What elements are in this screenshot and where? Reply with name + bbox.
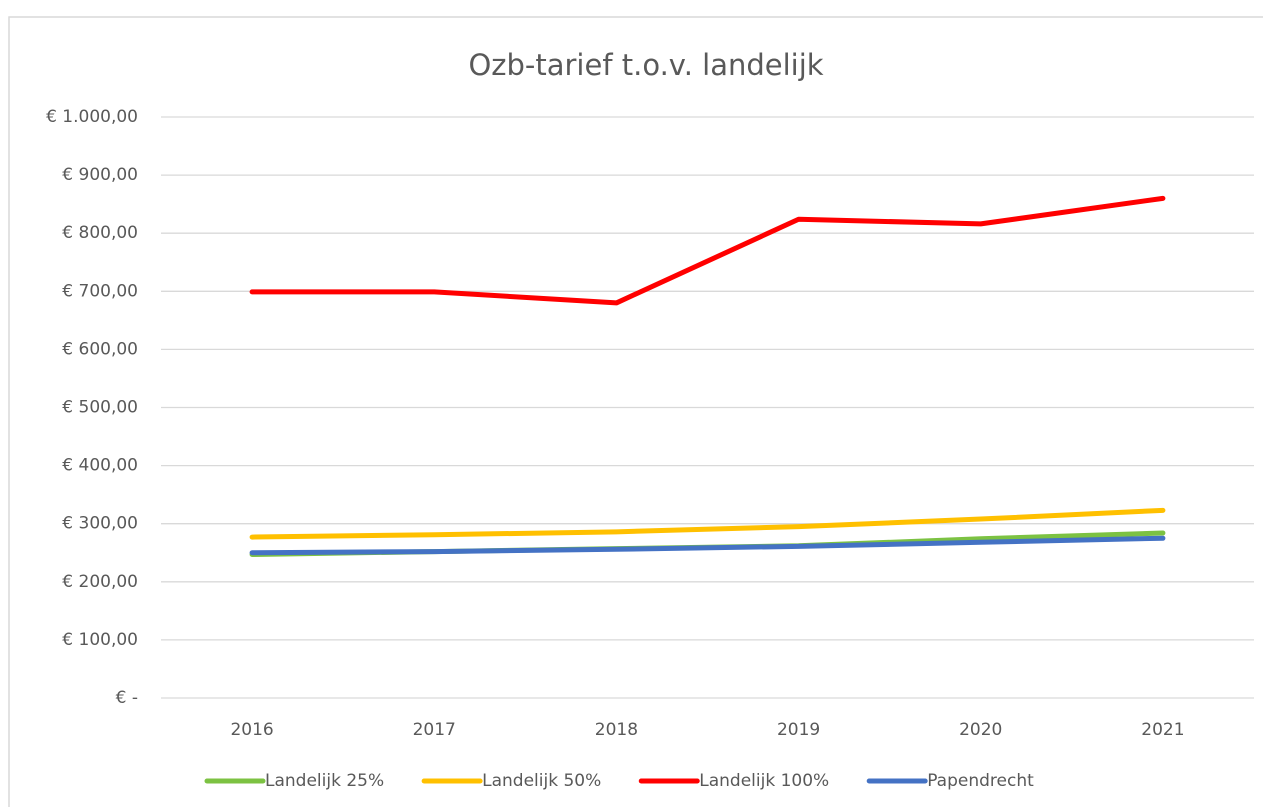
- y-tick-label: € 400,00: [62, 456, 138, 476]
- chart-title: Ozb-tarief t.o.v. landelijk: [468, 48, 823, 82]
- x-tick-label: 2019: [777, 720, 820, 740]
- legend-label: Landelijk 50%: [482, 771, 601, 791]
- y-tick-label: € 200,00: [62, 572, 138, 592]
- y-tick-label: € 700,00: [62, 281, 138, 301]
- y-tick-label: € 800,00: [62, 223, 138, 243]
- series-line: [249, 535, 1166, 556]
- chart-border: [8, 16, 1263, 807]
- x-tick-label: 2018: [595, 720, 638, 740]
- y-tick-label: € 600,00: [62, 339, 138, 359]
- legend-label: Landelijk 25%: [265, 771, 384, 791]
- x-tick-label: 2017: [413, 720, 456, 740]
- x-tick-label: 2016: [230, 720, 273, 740]
- y-tick-label: € 500,00: [62, 398, 138, 418]
- y-tick-label: € -: [116, 688, 138, 708]
- legend-label: Landelijk 100%: [699, 771, 829, 791]
- series-line: [249, 195, 1166, 306]
- y-tick-label: € 1.000,00: [46, 107, 138, 127]
- x-tick-label: 2021: [1141, 720, 1184, 740]
- legend-label: Papendrecht: [927, 771, 1034, 791]
- series-line: [249, 507, 1166, 540]
- y-tick-label: € 100,00: [62, 630, 138, 650]
- y-tick-label: € 900,00: [62, 165, 138, 185]
- x-tick-label: 2020: [959, 720, 1002, 740]
- y-tick-label: € 300,00: [62, 514, 138, 534]
